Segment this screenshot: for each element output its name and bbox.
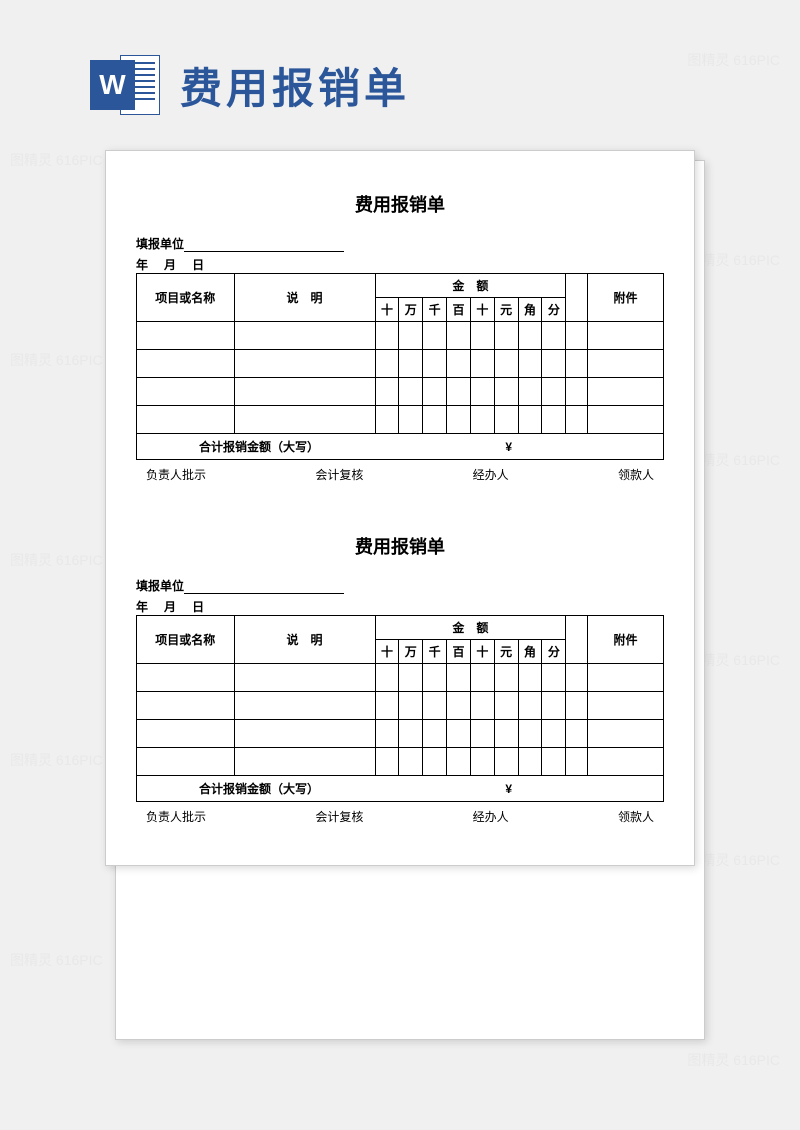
digit-header: 百 [447,298,471,322]
digit-header: 角 [518,298,542,322]
watermark: 图精灵 616PIC [10,150,103,170]
col-attach-header: 附件 [587,274,663,322]
unit-label: 填报单位 [136,237,184,251]
month-label: 月 [164,258,178,272]
reviewer-label: 会计复核 [315,466,363,483]
day-label: 日 [192,258,206,272]
payee-label: 领款人 [618,466,654,483]
date-field: 年 月 日 [136,598,664,615]
digit-header: 十 [375,298,399,322]
table-row [137,322,664,350]
col-item-header: 项目或名称 [137,274,235,322]
digit-header: 百 [447,640,471,664]
watermark: 图精灵 616PIC [10,750,103,770]
col-amount-header: 金 额 [375,274,566,298]
approver-label: 负责人批示 [146,808,206,825]
word-icon-letter: W [90,60,135,110]
expense-table: 项目或名称 说 明 金 额 附件 十 万 千 百 十 元 角 分 [136,273,664,460]
digit-header: 十 [375,640,399,664]
form-footer: 负责人批示 会计复核 经办人 领款人 [136,808,664,825]
total-label: 合计报销金额（大写） [137,434,376,460]
digit-header: 角 [518,640,542,664]
form-title: 费用报销单 [136,533,664,559]
digit-header: 分 [542,640,566,664]
table-row [137,406,664,434]
month-label: 月 [164,600,178,614]
year-label: 年 [136,258,150,272]
total-row: 合计报销金额（大写） ¥ [137,776,664,802]
paper-page: 费用报销单 填报单位 年 月 日 项目或名称 说 明 金 额 附件 十 万 千 [105,150,695,866]
form-footer: 负责人批示 会计复核 经办人 领款人 [136,466,664,483]
col-desc-header: 说 明 [234,616,375,664]
digit-header: 元 [494,640,518,664]
digit-header: 千 [423,640,447,664]
reviewer-label: 会计复核 [315,808,363,825]
table-row [137,720,664,748]
total-row: 合计报销金额（大写） ¥ [137,434,664,460]
date-field: 年 月 日 [136,256,664,273]
day-label: 日 [192,600,206,614]
unit-label: 填报单位 [136,579,184,593]
col-spacer [566,274,588,322]
document-preview: 费用报销单 填报单位 年 月 日 项目或名称 说 明 金 额 附件 十 万 千 [105,150,695,866]
watermark: 图精灵 616PIC [687,1050,780,1070]
col-attach-header: 附件 [587,616,663,664]
total-label: 合计报销金额（大写） [137,776,376,802]
unit-field: 填报单位 [136,577,664,594]
col-item-header: 项目或名称 [137,616,235,664]
approver-label: 负责人批示 [146,466,206,483]
unit-underline [184,593,344,594]
expense-table: 项目或名称 说 明 金 额 附件 十 万 千 百 十 元 角 分 [136,615,664,802]
watermark: 图精灵 616PIC [10,350,103,370]
table-row [137,378,664,406]
col-amount-header: 金 额 [375,616,566,640]
unit-field: 填报单位 [136,235,664,252]
currency-symbol: ¥ [375,776,518,802]
digit-header: 分 [542,298,566,322]
form-title: 费用报销单 [136,191,664,217]
col-spacer [566,616,588,664]
word-icon: W [90,50,160,120]
col-desc-header: 说 明 [234,274,375,322]
handler-label: 经办人 [473,466,509,483]
digit-header: 十 [470,298,494,322]
digit-header: 元 [494,298,518,322]
table-row [137,692,664,720]
page-title: 费用报销单 [180,55,410,116]
digit-header: 万 [399,298,423,322]
digit-header: 十 [470,640,494,664]
watermark: 图精灵 616PIC [10,950,103,970]
watermark: 图精灵 616PIC [10,550,103,570]
payee-label: 领款人 [618,808,654,825]
table-row [137,664,664,692]
handler-label: 经办人 [473,808,509,825]
year-label: 年 [136,600,150,614]
page-header: W 费用报销单 [0,0,800,150]
expense-form-2: 费用报销单 填报单位 年 月 日 项目或名称 说 明 金 额 附件 十 万 千 [136,533,664,825]
digit-header: 万 [399,640,423,664]
table-row [137,748,664,776]
currency-symbol: ¥ [375,434,518,460]
digit-header: 千 [423,298,447,322]
expense-form-1: 费用报销单 填报单位 年 月 日 项目或名称 说 明 金 额 附件 十 万 千 [136,191,664,483]
table-row [137,350,664,378]
unit-underline [184,251,344,252]
